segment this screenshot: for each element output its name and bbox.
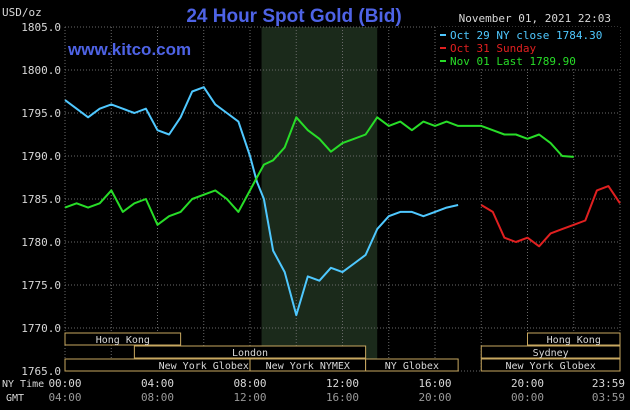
x-tick-label-ny: 08:00 xyxy=(233,377,266,390)
y-tick-label: 1800.0 xyxy=(21,64,61,77)
session-bar xyxy=(527,332,621,346)
legend-entry: Oct 29 NY close 1784.30 xyxy=(450,29,602,42)
highlight-layer xyxy=(261,27,378,371)
session-bar xyxy=(64,332,182,346)
y-tick-label: 1770.0 xyxy=(21,322,61,335)
axis-layer: 1765.0 1770.0 1775.0 1780.0 1785.0 1790.0 1795… xyxy=(21,21,625,404)
x-tick-label-ny: 00:00 xyxy=(48,377,81,390)
x-tick-label-ny: 20:00 xyxy=(511,377,544,390)
session-label: NY Globex xyxy=(385,361,439,372)
x-tick-label-gmt: 04:00 xyxy=(48,391,81,404)
session-bar xyxy=(480,345,621,359)
gmt-label: GMT xyxy=(6,393,24,404)
x-tick-label-ny: 04:00 xyxy=(141,377,174,390)
x-tick-label-gmt: 12:00 xyxy=(233,391,266,404)
x-tick-label-gmt: 08:00 xyxy=(141,391,174,404)
x-tick-label-gmt: 20:00 xyxy=(418,391,451,404)
series-layer xyxy=(64,86,621,317)
x-tick-label-ny: 23:59 xyxy=(592,377,625,390)
session-label: New York NYMEX xyxy=(266,361,350,372)
legend-entry: Oct 31 Sunday xyxy=(450,42,536,55)
x-tick-label-ny: 16:00 xyxy=(418,377,451,390)
session-bar xyxy=(133,345,367,359)
ny-session-highlight xyxy=(261,27,378,371)
session-label: New York Globex xyxy=(159,361,249,372)
legend-box xyxy=(436,27,620,67)
y-tick-label: 1790.0 xyxy=(21,150,61,163)
x-tick-label-gmt: 16:00 xyxy=(326,391,359,404)
currency-label: USD/oz xyxy=(2,6,42,19)
session-layer: Hong Kong London New York Globex New York N… xyxy=(64,332,621,372)
watermark: www.kitco.com xyxy=(67,40,191,59)
ny-time-label: NY Time xyxy=(2,379,44,390)
series-line xyxy=(64,86,459,317)
session-label: Sydney xyxy=(533,348,569,359)
y-tick-label: 1805.0 xyxy=(21,21,61,34)
y-tick-label: 1775.0 xyxy=(21,279,61,292)
session-label: Hong Kong xyxy=(96,335,150,346)
y-tick-label: 1765.0 xyxy=(21,365,61,378)
session-label: Hong Kong xyxy=(547,335,601,346)
y-tick-label: 1780.0 xyxy=(21,236,61,249)
series-line xyxy=(64,116,574,226)
session-label: New York Globex xyxy=(505,361,595,372)
legend-entry: Nov 01 Last 1789.90 xyxy=(450,55,576,68)
series-line xyxy=(480,185,621,248)
chart-title: 24 Hour Spot Gold (Bid) xyxy=(186,6,401,27)
x-tick-label-gmt: 03:59 xyxy=(592,391,625,404)
timestamp: November 01, 2021 22:03 xyxy=(459,12,611,25)
session-bar xyxy=(365,358,459,372)
x-tick-label-gmt: 00:00 xyxy=(511,391,544,404)
y-tick-label: 1795.0 xyxy=(21,107,61,120)
x-tick-label-ny: 12:00 xyxy=(326,377,359,390)
session-label: London xyxy=(232,348,268,359)
session-bar xyxy=(480,358,621,372)
y-tick-label: 1785.0 xyxy=(21,193,61,206)
